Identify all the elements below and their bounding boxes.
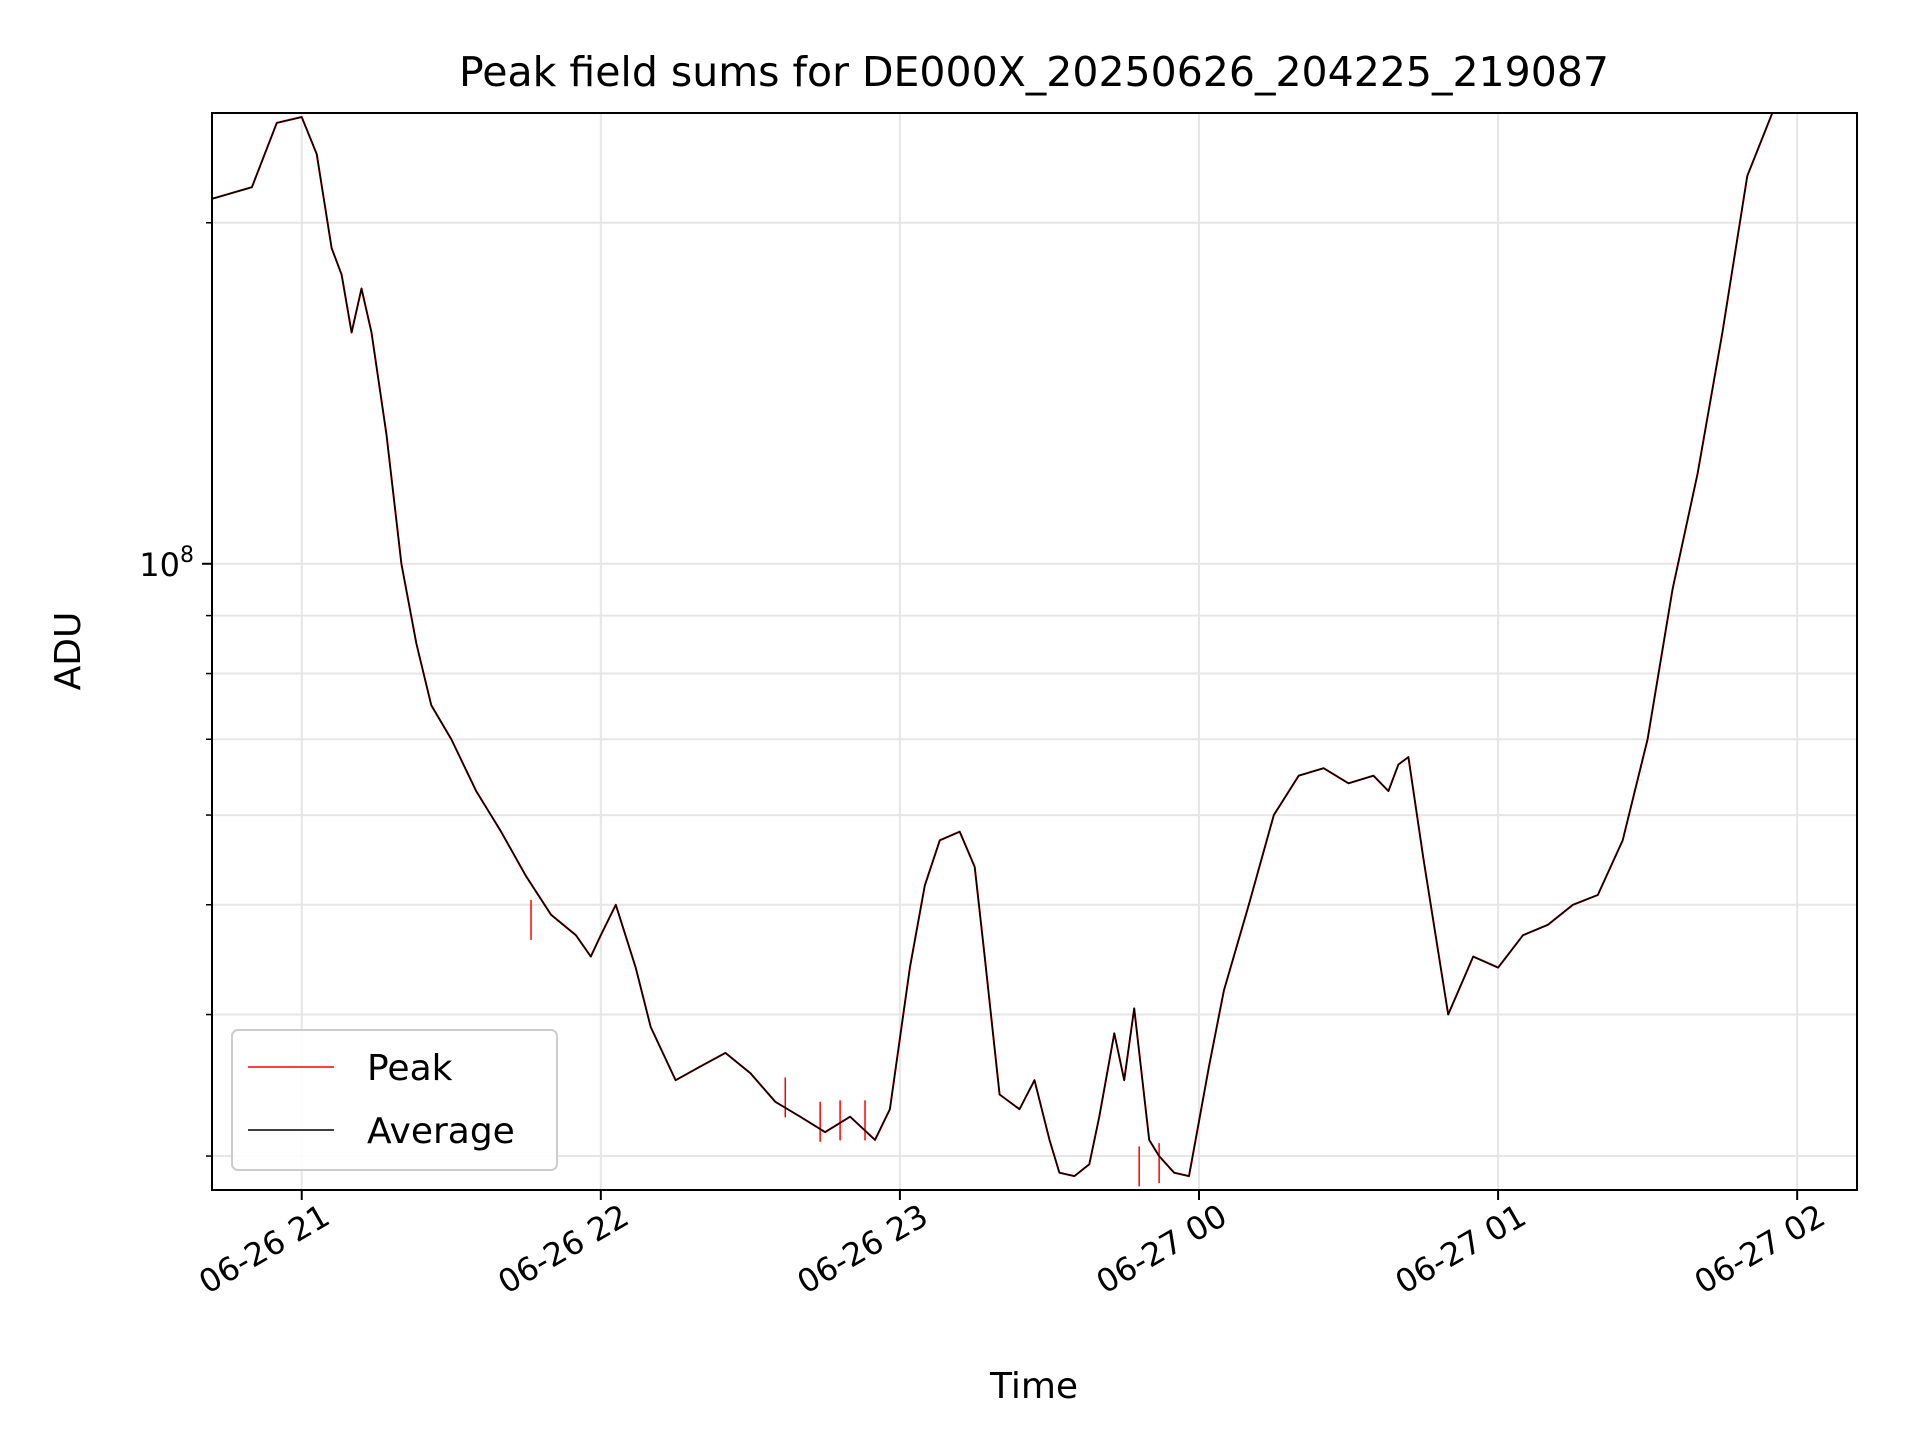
y-tick-label: 108 (139, 543, 194, 584)
y-axis-label: ADU (48, 612, 89, 691)
legend-peak-label: Peak (367, 1048, 453, 1089)
grid (212, 113, 1857, 1190)
plot-area (212, 113, 1774, 1187)
legend-average-label: Average (367, 1111, 515, 1152)
legend-box (231, 1029, 558, 1171)
plot-frame (211, 112, 1858, 1191)
series-group (212, 113, 1774, 1187)
x-axis-label: Time (989, 1366, 1078, 1407)
series-line-average (212, 113, 1774, 1177)
chart-title: Peak field sums for DE000X_20250626_2042… (459, 48, 1609, 96)
legend: Peak Average (231, 1029, 558, 1171)
y-axis: 108 (139, 222, 212, 1157)
